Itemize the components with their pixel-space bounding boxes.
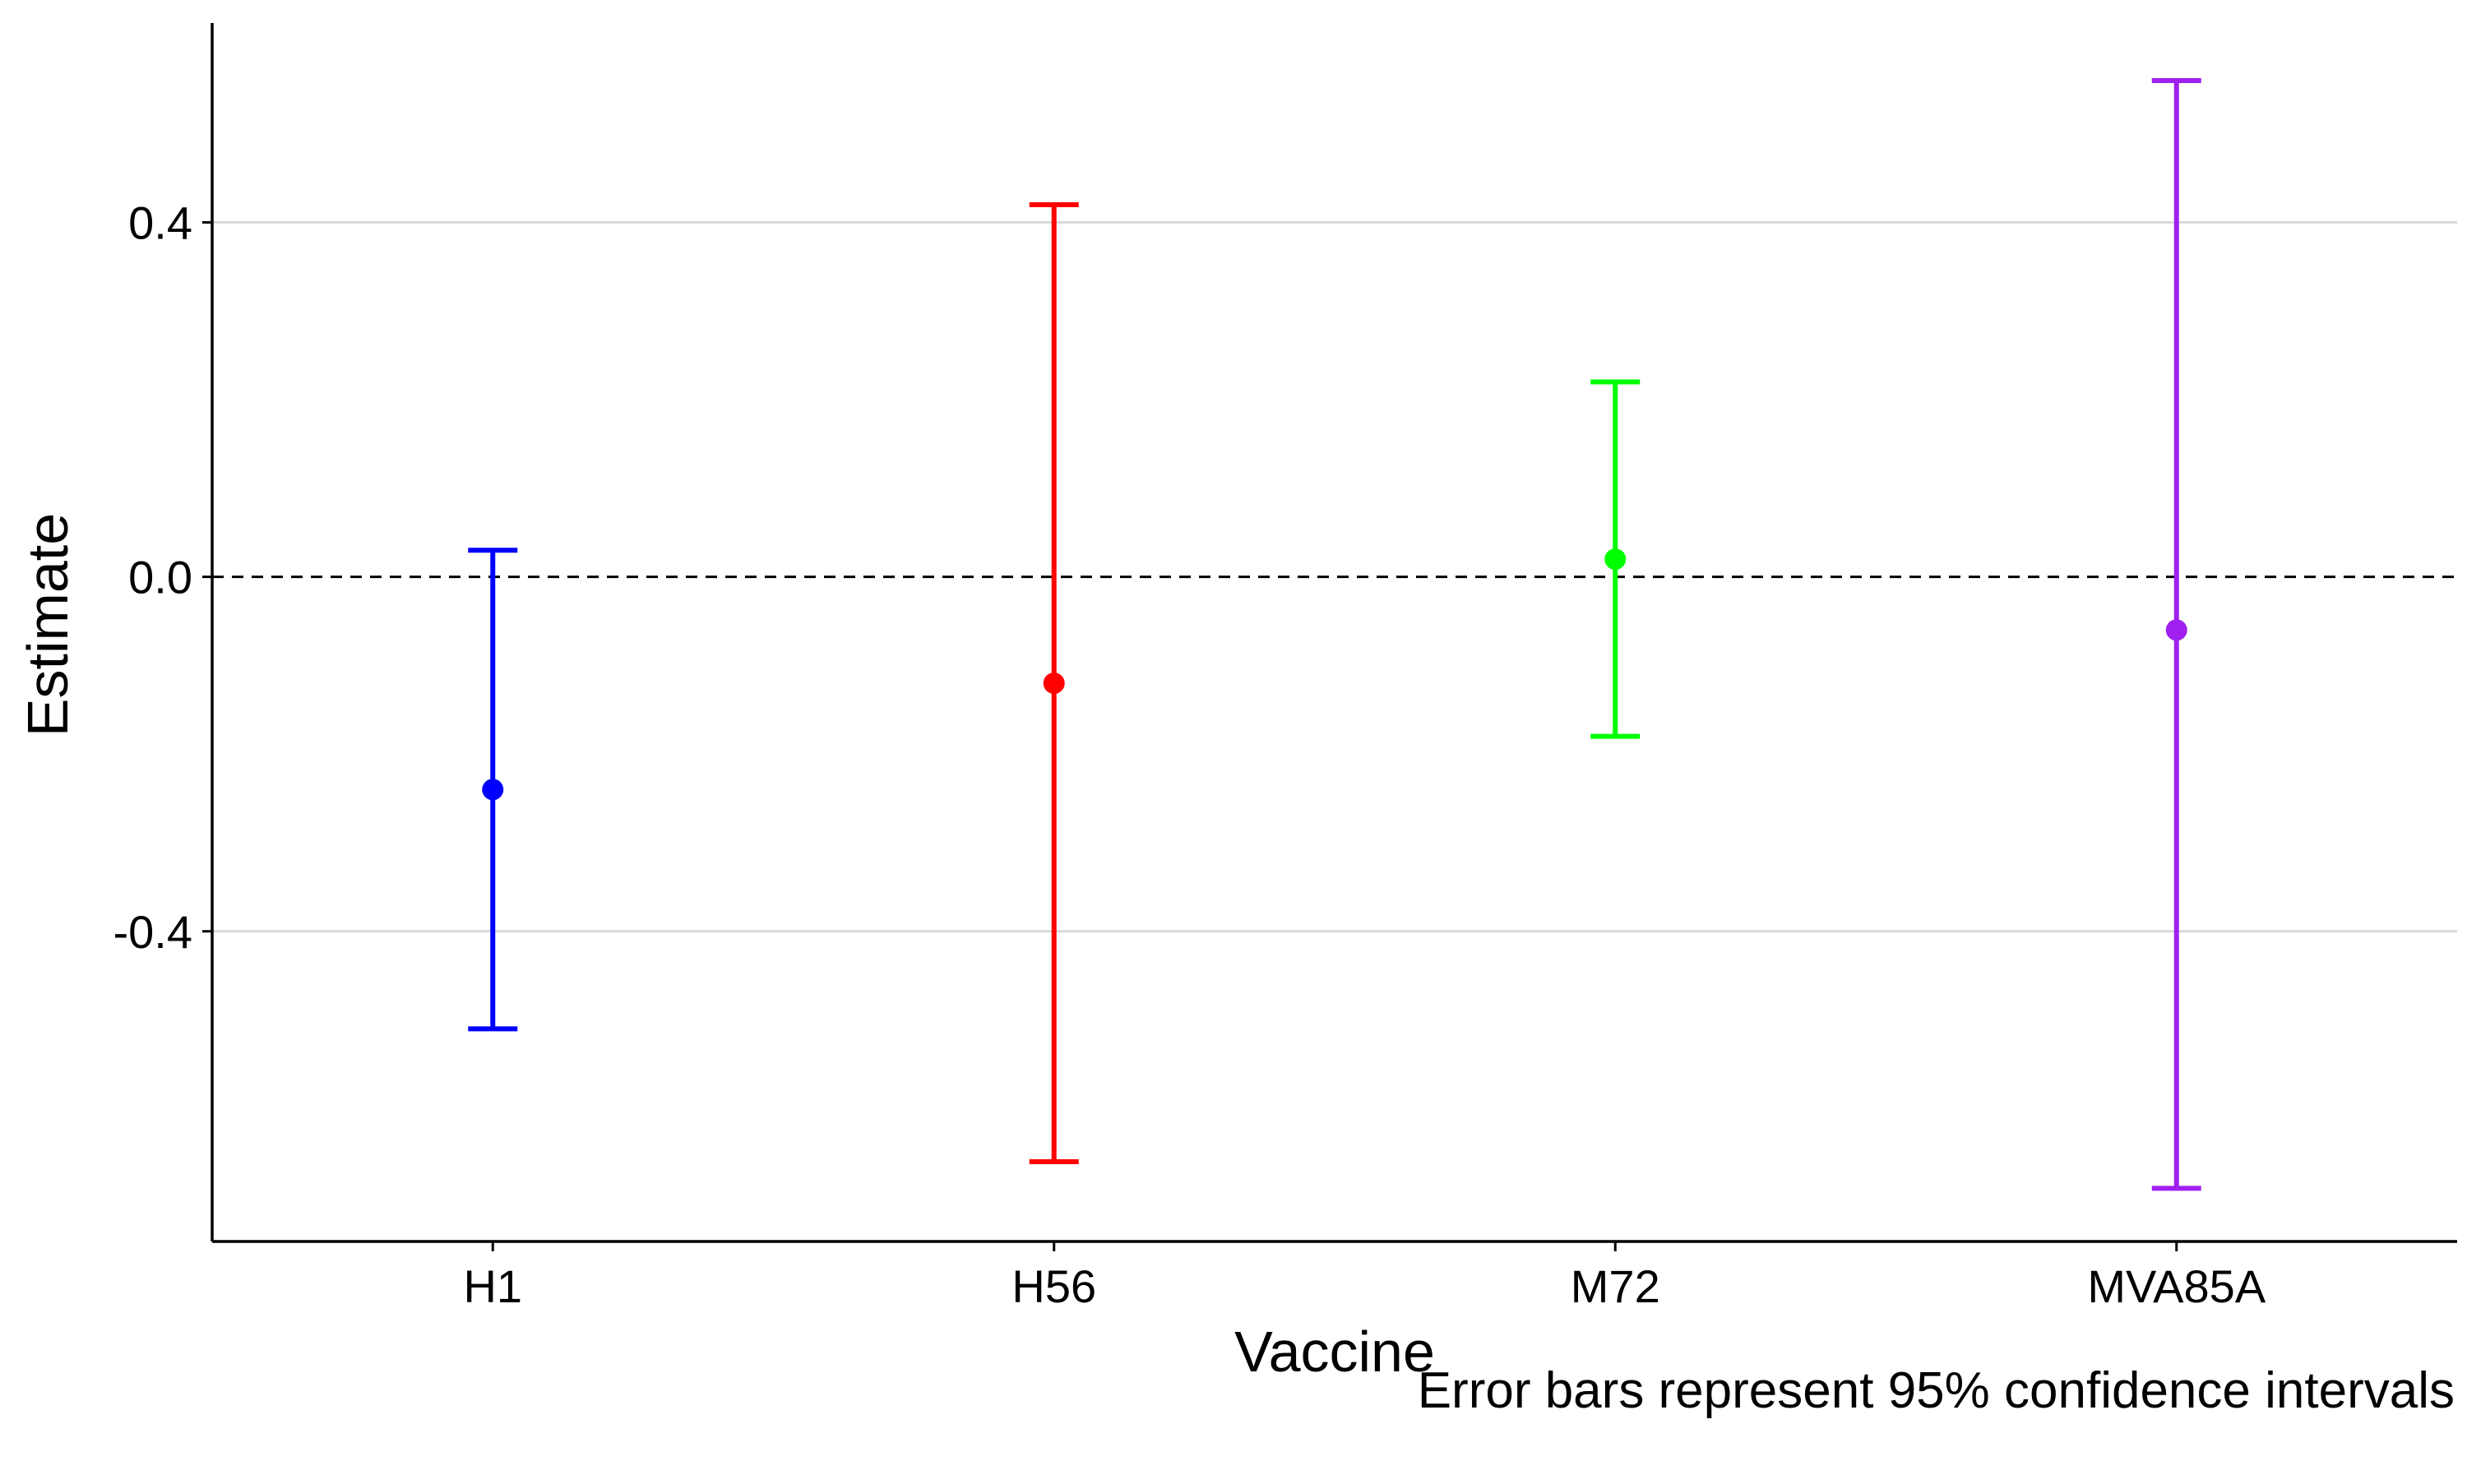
estimate-point: [1604, 548, 1627, 571]
x-tick-label: H56: [1011, 1260, 1096, 1312]
error-bars: [468, 78, 2201, 1191]
error-bar-mva85a: [2151, 78, 2201, 1191]
chart-caption: Error bars represent 95% confidence inte…: [1418, 1362, 2455, 1419]
error-bar-h56: [1029, 201, 1079, 1164]
y-tick-label: 0.4: [128, 197, 192, 249]
estimate-point: [482, 779, 504, 801]
y-tick-label: -0.4: [113, 906, 193, 958]
estimate-point: [2165, 619, 2187, 641]
x-tick-label: H1: [463, 1260, 522, 1312]
error-bar-m72: [1590, 379, 1641, 739]
tick-labels: -0.4 0.0 0.4 H1 H56 M72 MVA85A: [113, 197, 2266, 1312]
x-tick-label: M72: [1571, 1260, 1660, 1312]
x-axis-title: Vaccine: [1234, 1320, 1435, 1384]
y-axis-title: Estimate: [16, 513, 80, 737]
axes: [202, 23, 2457, 1251]
estimate-point: [1043, 672, 1065, 694]
y-tick-label: 0.0: [128, 552, 192, 603]
x-tick-label: MVA85A: [2087, 1260, 2266, 1312]
gridlines: [212, 221, 2457, 933]
error-bar-h1: [468, 548, 518, 1032]
